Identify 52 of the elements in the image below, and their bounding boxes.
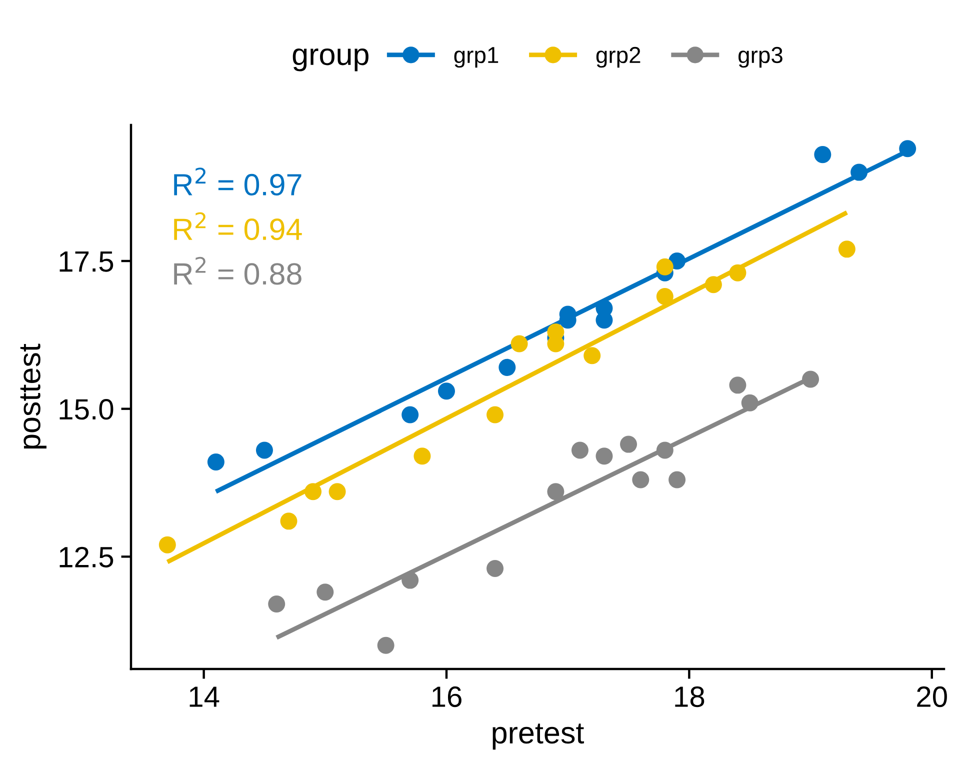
- x-tick-label: 14: [190, 686, 220, 707]
- point: [377, 636, 394, 654]
- point: [402, 406, 419, 424]
- annotation: R$^{2}$ = 0.94: [174, 212, 302, 240]
- x-tick-label: 16: [432, 686, 462, 708]
- legend-label: grp3: [738, 46, 782, 68]
- point: [899, 140, 916, 158]
- point: [547, 483, 564, 500]
- point: [571, 442, 588, 459]
- x-tick-label: 18: [675, 686, 704, 708]
- point: [207, 454, 224, 471]
- point: [802, 370, 820, 388]
- point: [268, 595, 286, 612]
- point: [656, 442, 674, 459]
- point: [414, 448, 431, 465]
- point: [486, 406, 504, 424]
- point: [729, 264, 746, 282]
- point: [632, 471, 650, 488]
- point: [158, 536, 176, 554]
- point: [510, 335, 528, 352]
- point: [438, 382, 455, 400]
- point: [656, 258, 674, 276]
- annotation: R$^{2}$ = 0.88: [174, 256, 302, 285]
- x-axis-title: pretest: [492, 724, 584, 750]
- y-tick-label: 17.5: [60, 252, 114, 272]
- point: [850, 164, 868, 181]
- point: [668, 471, 686, 488]
- legend-label: grp2: [596, 46, 640, 68]
- point: [656, 288, 674, 305]
- point: [486, 560, 504, 577]
- point: [838, 240, 856, 258]
- point: [741, 394, 758, 412]
- point: [584, 347, 601, 364]
- y-tick-label: 12.5: [60, 546, 114, 568]
- annotation: R$^{2}$ = 0.97: [174, 168, 302, 196]
- legend-title: group: [292, 48, 368, 72]
- legend-label: grp1: [454, 47, 498, 68]
- point: [316, 584, 334, 601]
- point: [280, 512, 298, 530]
- point: [256, 442, 273, 459]
- y-axis-title: posttest: [20, 344, 46, 449]
- point: [729, 376, 746, 394]
- point: [304, 483, 322, 500]
- point: [704, 276, 722, 294]
- y-tick-label: 15.0: [60, 399, 114, 420]
- x-tick-label: 20: [917, 686, 947, 708]
- point: [620, 436, 638, 453]
- point: [814, 146, 832, 164]
- point: [498, 358, 516, 376]
- point: [596, 448, 613, 465]
- point: [402, 572, 419, 589]
- point: [328, 483, 346, 500]
